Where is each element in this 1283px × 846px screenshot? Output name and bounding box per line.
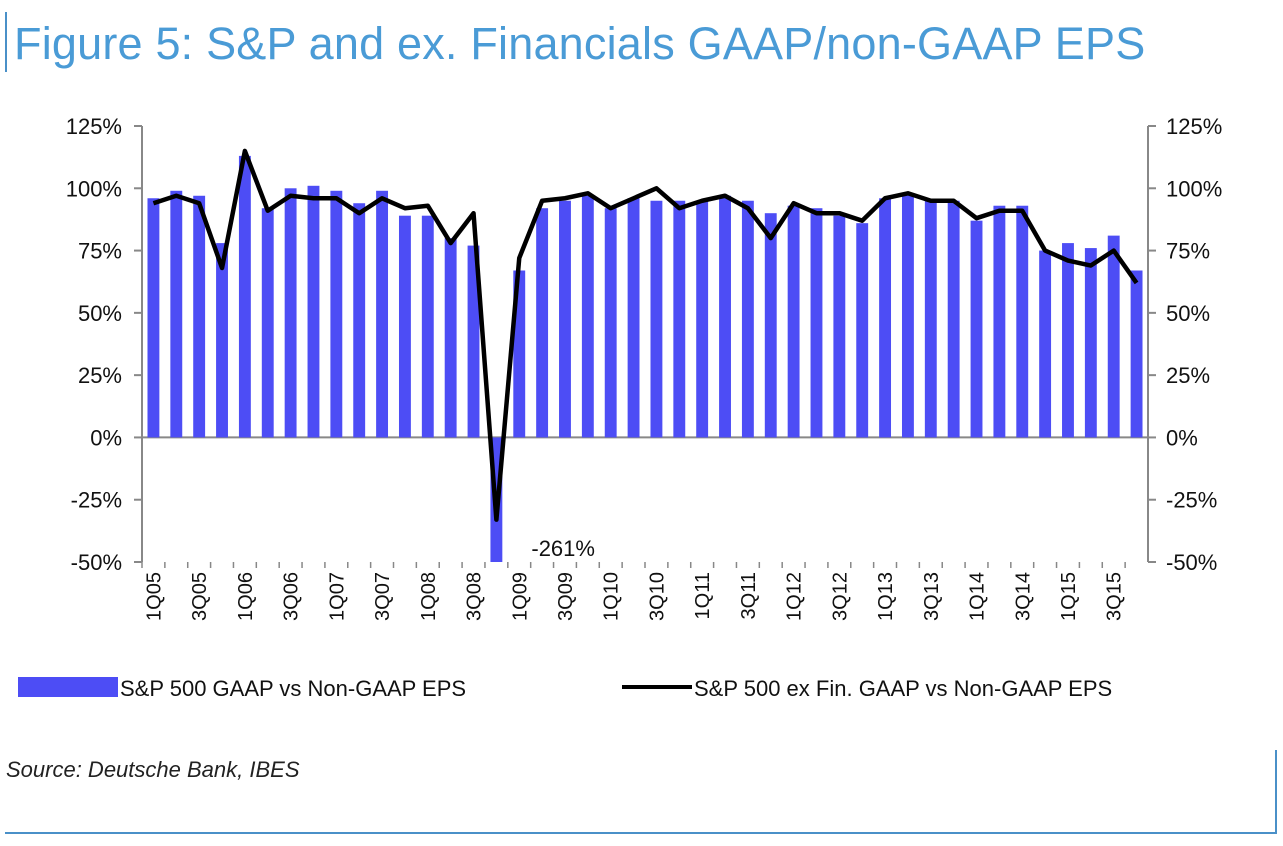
frame-right-rule (1275, 750, 1277, 832)
bar-2Q10 (627, 198, 640, 438)
bar-2Q15 (1084, 248, 1097, 438)
chart-legend: S&P 500 GAAP vs Non-GAAP EPS S&P 500 ex … (18, 676, 1112, 701)
x-tick-label: 3Q11 (738, 572, 760, 619)
line-series (152, 148, 1139, 522)
bar-4Q09 (581, 195, 594, 438)
x-tick-label: 3Q08 (464, 572, 486, 621)
y-tick-label-right: 25% (1166, 363, 1210, 388)
bar-1Q06 (238, 155, 251, 438)
bar-4Q12 (856, 223, 869, 438)
legend-label-line: S&P 500 ex Fin. GAAP vs Non-GAAP EPS (694, 676, 1112, 701)
chart-labels: -261% (531, 536, 595, 561)
bar-1Q07 (330, 190, 343, 438)
x-tick-label: 1Q13 (875, 572, 897, 621)
bar-2Q12 (810, 208, 823, 438)
y-tick-label-right: 50% (1166, 301, 1210, 326)
bar-4Q07 (398, 215, 411, 438)
x-tick-label: 1Q05 (143, 572, 165, 621)
x-tick-label: 3Q09 (555, 572, 577, 621)
bar-series (147, 155, 1143, 562)
bar-3Q10 (650, 200, 663, 438)
y-tick-label-right: 100% (1166, 176, 1222, 201)
y-tick-label-right: 125% (1166, 114, 1222, 139)
x-tick-label: 1Q15 (1058, 572, 1080, 621)
bar-3Q05 (193, 195, 206, 438)
bar-3Q07 (376, 190, 389, 438)
figure-title: Figure 5: S&P and ex. Financials GAAP/no… (14, 18, 1146, 69)
bar-1Q13 (879, 198, 892, 438)
source-note: Source: Deutsche Bank, IBES (6, 757, 300, 782)
x-tick-label: 3Q05 (189, 572, 211, 621)
bar-4Q13 (947, 200, 960, 438)
x-tick-label: 1Q06 (235, 572, 257, 621)
bar-4Q05 (216, 243, 228, 438)
y-tick-label-left: 50% (78, 301, 122, 326)
y-tick-label-right: -25% (1166, 488, 1217, 513)
bar-1Q05 (147, 198, 160, 438)
x-tick-label: 1Q08 (418, 572, 440, 621)
x-tick-label: 1Q14 (967, 572, 989, 621)
x-tick-label: 1Q11 (692, 572, 714, 619)
y-tick-label-right: 0% (1166, 425, 1198, 450)
bar-1Q15 (1062, 243, 1074, 438)
bar-2Q13 (901, 193, 914, 438)
bar-1Q09 (513, 270, 526, 438)
bar-1Q14 (970, 220, 983, 438)
bar-1Q10 (604, 208, 617, 438)
bar-2Q14 (993, 205, 1006, 438)
bar-2Q08 (444, 238, 457, 438)
x-tick-label: 3Q14 (1012, 572, 1034, 621)
x-tick-label: 1Q10 (601, 572, 623, 621)
x-tick-label: 3Q06 (281, 572, 303, 621)
line-ex-financials (152, 148, 1139, 522)
x-tick-label: 3Q15 (1104, 572, 1126, 621)
bar-2Q06 (261, 208, 274, 438)
bar-3Q14 (1016, 205, 1029, 438)
bar-1Q12 (787, 205, 800, 438)
y-tick-label-right: -50% (1166, 550, 1217, 575)
bar-3Q06 (284, 188, 297, 438)
x-tick-label: 1Q12 (784, 572, 806, 621)
bar-2Q05 (170, 190, 183, 438)
bar-3Q15 (1107, 235, 1120, 438)
bar-3Q09 (559, 200, 571, 438)
chart-axes: 125% 125% 100% 100% 75% 75% 50% 50% 25% 25% 0% 0% -2… (66, 114, 1223, 621)
x-tick-label: 3Q12 (829, 572, 851, 621)
x-tick-label: 3Q10 (646, 572, 668, 621)
bar-2Q09 (536, 208, 549, 438)
bar-3Q13 (924, 200, 937, 438)
legend-swatch-bars (18, 677, 118, 697)
bar-2Q11 (719, 195, 731, 438)
legend-label-bars: S&P 500 GAAP vs Non-GAAP EPS (120, 676, 466, 701)
y-tick-label-left: 75% (78, 239, 122, 264)
bar-4Q10 (673, 200, 686, 438)
y-tick-label-left: 100% (66, 176, 122, 201)
bar-4Q15 (1130, 270, 1143, 438)
bar-3Q11 (741, 200, 754, 438)
bar-1Q08 (421, 215, 434, 438)
y-tick-label-left: 25% (78, 363, 122, 388)
y-tick-label-left: 125% (66, 114, 122, 139)
y-tick-label-left: 0% (90, 425, 122, 450)
bar-3Q12 (833, 215, 846, 438)
x-tick-label: 3Q07 (372, 572, 394, 621)
y-tick-label-left: -50% (71, 550, 122, 575)
bar-4Q11 (764, 213, 777, 438)
x-tick-label: 1Q07 (326, 572, 348, 621)
y-tick-label-left: -25% (71, 488, 122, 513)
bar-3Q08 (467, 245, 480, 438)
bar-4Q06 (307, 185, 320, 438)
frame-left-rule (5, 12, 7, 72)
frame-bottom-rule (5, 832, 1277, 834)
y-tick-label-right: 75% (1166, 239, 1210, 264)
bar-2Q07 (353, 203, 366, 438)
bar-4Q14 (1039, 250, 1052, 438)
annotation-label: -261% (531, 536, 595, 561)
bar-1Q11 (696, 200, 709, 438)
x-tick-label: 3Q13 (921, 572, 943, 621)
x-tick-label: 1Q09 (509, 572, 531, 621)
